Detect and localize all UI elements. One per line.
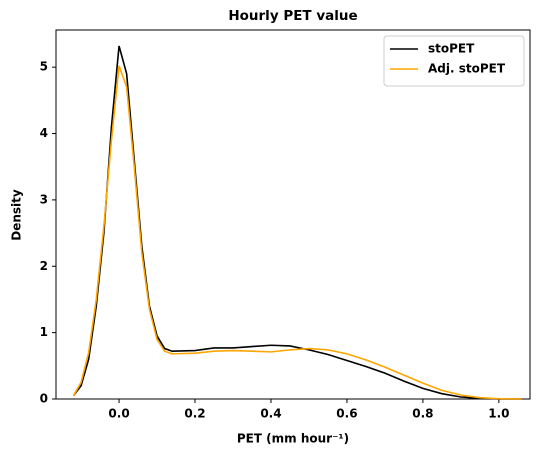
chart-title: Hourly PET value [228, 8, 357, 24]
y-tick-label: 1 [40, 325, 48, 339]
legend-box [383, 35, 525, 87]
x-tick-label: 0.6 [336, 407, 357, 421]
plot-frame [55, 29, 531, 400]
line-series [72, 45, 522, 400]
y-tick-label: 3 [40, 192, 48, 206]
x-tick-label: 0.2 [184, 407, 205, 421]
legend-label: Adj. stoPET [428, 62, 506, 76]
line-series [72, 65, 522, 400]
x-tick-label: 0.8 [412, 407, 433, 421]
y-tick-label: 5 [40, 60, 48, 74]
x-tick-label: 0.4 [260, 407, 281, 421]
y-tick-label: 0 [40, 392, 48, 406]
x-tick-label: 0.0 [108, 407, 129, 421]
y-tick-label: 2 [40, 259, 48, 273]
y-axis-label: Density [10, 189, 24, 241]
legend-label: stoPET [428, 42, 475, 56]
x-axis-label: PET (mm hour⁻¹) [237, 432, 349, 446]
y-tick-label: 4 [40, 126, 48, 140]
x-tick-label: 1.0 [488, 407, 509, 421]
